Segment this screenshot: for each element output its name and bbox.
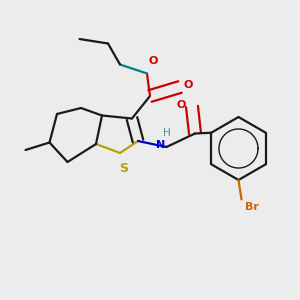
Text: O: O — [148, 56, 158, 66]
Text: O: O — [177, 100, 186, 110]
Text: H: H — [163, 128, 170, 138]
Text: N: N — [156, 140, 165, 151]
Text: Br: Br — [244, 202, 258, 212]
Text: O: O — [184, 80, 193, 90]
Text: S: S — [119, 162, 128, 175]
